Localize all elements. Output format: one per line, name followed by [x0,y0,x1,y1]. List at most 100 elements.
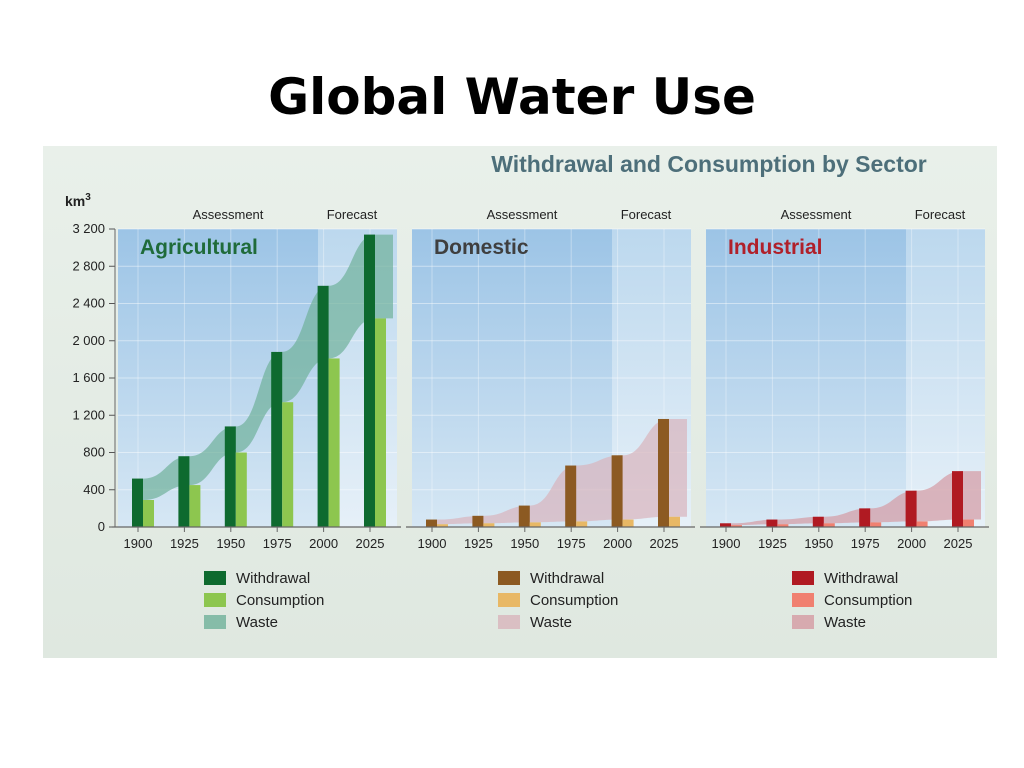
consumption-bar [823,523,835,527]
consumption-bar [870,522,882,527]
withdrawal-bar [271,351,283,527]
legend-swatch [792,571,814,585]
panel-agricultural: Assessment Forecast Agricultural 1900 1925 19… [112,207,401,631]
x-tick-label: 1950 [216,536,245,551]
legend-label: Withdrawal [236,570,310,587]
x-tick-label: 1925 [758,536,787,551]
consumption-bar [622,519,634,527]
waste-band [731,471,981,526]
withdrawal-bar [364,234,375,527]
y-tick-label: 800 [83,445,105,460]
assessment-label: Assessment [781,207,852,222]
withdrawal-bar [859,508,871,527]
withdrawal-bar [317,285,329,527]
y-tick-label: 1 200 [72,407,105,422]
consumption-bar [731,525,742,527]
legend-label: Withdrawal [530,570,604,587]
x-tick-label: 2025 [650,536,679,551]
x-tick-label: 1975 [263,536,292,551]
y-tick-label: 2 400 [72,296,105,311]
withdrawal-bar [132,478,143,527]
withdrawal-bar [518,505,530,527]
legend-swatch [792,593,814,607]
waste-band [437,418,687,525]
consumption-bar [483,523,495,527]
consumption-bar [576,521,588,527]
x-tick-label: 1900 [418,536,447,551]
y-tick-label: 1 600 [72,370,105,385]
consumption-bar [437,524,448,527]
x-tick-label: 1900 [712,536,741,551]
legend-swatch [498,615,520,629]
water-use-chart: Withdrawal and Consumption by Sector km3… [65,151,989,631]
legend-swatch [792,615,814,629]
x-tick-label: 1925 [170,536,199,551]
x-tick-label: 2000 [309,536,338,551]
panels: Assessment Forecast Agricultural 1900 1925 19… [112,207,989,631]
withdrawal-bar [472,515,484,527]
withdrawal-bar [658,418,669,527]
withdrawal-bar [720,523,731,527]
assessment-label: Assessment [193,207,264,222]
withdrawal-bar [565,465,577,527]
panel-industrial: Assessment Forecast Industrial 1900 1925 1950… [700,207,989,631]
slide-title: Global Water Use [268,68,756,126]
sector-title: Domestic [434,236,529,259]
y-tick-label: 400 [83,482,105,497]
x-tick-label: 1950 [804,536,833,551]
x-tick-label: 1925 [464,536,493,551]
x-tick-label: 2000 [897,536,926,551]
legend-swatch [498,571,520,585]
y-tick-label: 3 200 [72,221,105,236]
legend-swatch [498,593,520,607]
consumption-bar [328,358,340,527]
consumption-bar [189,485,201,527]
legend-label: Waste [236,614,278,631]
water-use-figure: Withdrawal and Consumption by Sector km3… [43,146,997,658]
y-axis-unit: km3 [65,192,91,209]
legend-label: Waste [530,614,572,631]
withdrawal-bar [426,519,437,527]
withdrawal-bar [905,490,917,527]
consumption-bar [143,499,154,527]
x-tick-label: 1950 [510,536,539,551]
consumption-bar [529,522,541,527]
x-tick-label: 2025 [356,536,385,551]
consumption-bar [375,318,386,527]
withdrawal-bar [224,426,236,527]
legend-label: Consumption [530,592,618,609]
sector-title: Industrial [728,236,823,259]
legend-swatch [204,593,226,607]
withdrawal-bar [611,455,623,527]
consumption-bar [282,402,294,527]
x-tick-label: 1975 [557,536,586,551]
legend-label: Consumption [236,592,324,609]
withdrawal-bar [178,456,190,527]
withdrawal-bar [812,516,824,527]
x-tick-label: 1975 [851,536,880,551]
legend-label: Withdrawal [824,570,898,587]
x-tick-label: 2025 [944,536,973,551]
legend-swatch [204,615,226,629]
assessment-label: Assessment [487,207,558,222]
consumption-bar [669,516,680,527]
sector-title: Agricultural [140,236,258,259]
legend-label: Consumption [824,592,912,609]
forecast-label: Forecast [621,207,672,222]
consumption-bar [777,524,789,527]
legend-swatch [204,571,226,585]
waste-band [143,234,393,500]
x-tick-label: 1900 [124,536,153,551]
x-tick-label: 2000 [603,536,632,551]
panel-domestic: Assessment Forecast Domestic 1900 1925 1950 19… [406,207,695,631]
consumption-bar [963,519,974,527]
legend-label: Waste [824,614,866,631]
chart-title: Withdrawal and Consumption by Sector [491,151,927,177]
y-tick-label: 2 000 [72,333,105,348]
forecast-label: Forecast [327,207,378,222]
withdrawal-bar [766,519,778,527]
y-tick-label: 0 [98,519,105,534]
y-axis: 0 400 800 1 200 1 600 2 000 2 400 2 800 3 200 [72,221,116,534]
consumption-bar [235,452,247,527]
forecast-label: Forecast [915,207,966,222]
